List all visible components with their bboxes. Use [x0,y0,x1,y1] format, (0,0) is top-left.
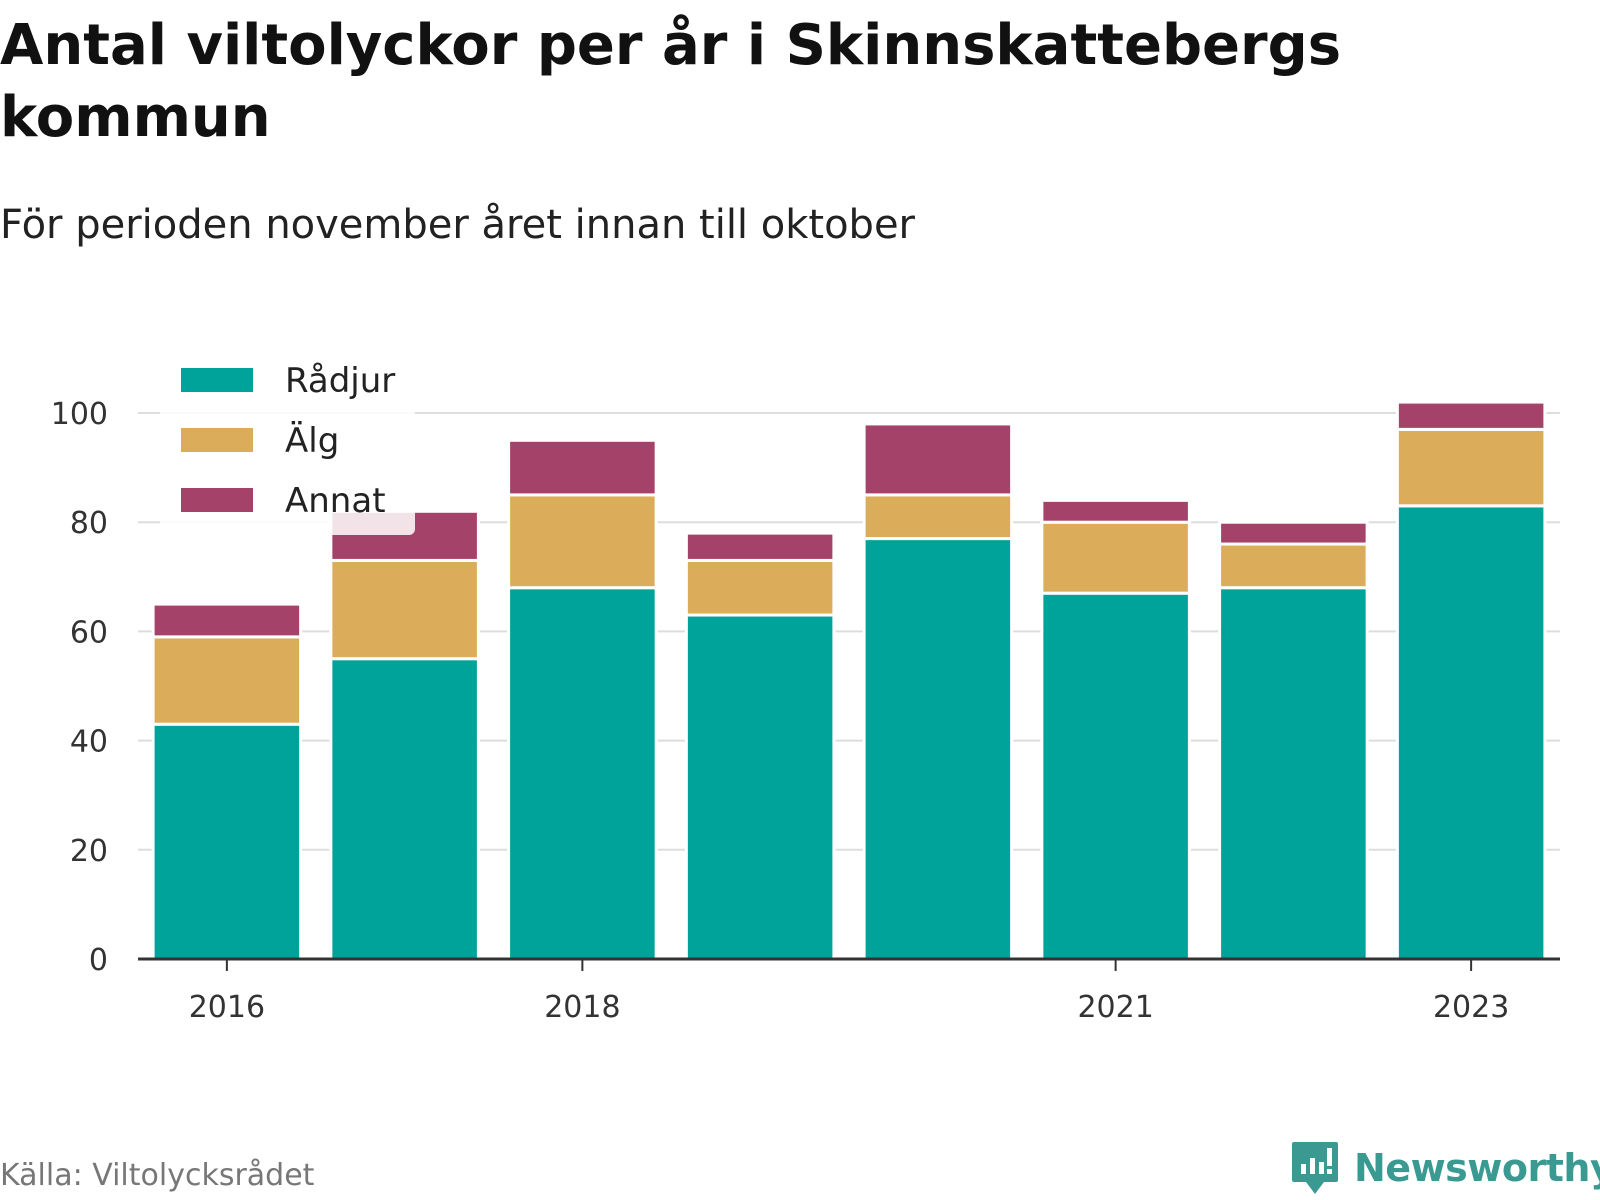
y-tick-label: 20 [70,834,108,869]
axes: 0 20 40 60 80 100 2016 2018 2021 2023 [51,397,1560,1025]
legend-swatch-rådjur [181,368,253,392]
legend-label-rådjur: Rådjur [285,361,395,401]
y-tick-label: 40 [70,725,108,760]
x-tick-label: 2023 [1433,990,1509,1025]
chart-subtitle: För perioden november året innan till ok… [0,202,915,248]
bar-segment-rådjur-2019[interactable]: 2019 — Rådjur: 63 [684,613,836,961]
y-tick-label: 100 [51,397,108,432]
bar-segment-annat-2022[interactable]: 2022 — Annat: 4 [1218,520,1369,546]
legend-swatch-annat [181,488,253,512]
bar-segment-älg-2018[interactable]: 2018 — Älg: 17 [507,493,658,590]
x-tick-label: 2018 [544,990,620,1025]
y-tick-label: 80 [70,506,108,541]
bar-segment-älg-2017[interactable]: 2017 — Älg: 18 [329,558,480,661]
bars: 2016 — Rådjur: 432016 — Älg: 162016 — An… [151,400,1547,961]
bar-segment-rådjur-2023[interactable]: 2023 — Rådjur: 83 [1395,504,1547,961]
bar-segment-annat-2016[interactable]: 2016 — Annat: 6 [151,602,303,639]
bar-segment-annat-2021[interactable]: 2021 — Annat: 4 [1040,498,1191,524]
bar-segment-rådjur-2020[interactable]: 2020 — Rådjur: 77 [862,537,1014,961]
source-note: Källa: Viltolycksrådet [0,1158,315,1193]
brand-logo[interactable]: Newsworthy [1290,1140,1600,1196]
brand-name: Newsworthy [1354,1146,1600,1190]
y-tick-label: 60 [70,615,108,650]
bar-segment-annat-2020[interactable]: 2020 — Annat: 13 [862,422,1014,497]
newsworthy-logo-icon [1292,1142,1338,1194]
bar-segment-rådjur-2016[interactable]: 2016 — Rådjur: 43 [151,722,303,961]
bar-segment-älg-2020[interactable]: 2020 — Älg: 8 [862,493,1014,541]
bar-segment-rådjur-2021[interactable]: 2021 — Rådjur: 67 [1040,591,1191,961]
bar-segment-älg-2016[interactable]: 2016 — Älg: 16 [151,635,303,726]
bar-segment-rådjur-2022[interactable]: 2022 — Rådjur: 68 [1218,586,1369,961]
bar-segment-älg-2021[interactable]: 2021 — Älg: 13 [1040,520,1191,595]
x-tick-label: 2021 [1077,990,1153,1025]
legend-label-älg: Älg [285,421,339,461]
bar-segment-älg-2022[interactable]: 2022 — Älg: 8 [1218,542,1369,590]
bar-segment-älg-2019[interactable]: 2019 — Älg: 10 [684,558,836,617]
legend-label-annat: Annat [285,481,386,521]
legend-swatch-älg [181,428,253,452]
bar-segment-annat-2018[interactable]: 2018 — Annat: 10 [507,438,658,497]
y-tick-label: 0 [89,943,108,978]
bar-segment-annat-2023[interactable]: 2023 — Annat: 5 [1395,400,1547,431]
stacked-bar-chart: 2016 — Rådjur: 432016 — Älg: 162016 — An… [50,350,1560,1025]
bar-segment-rådjur-2017[interactable]: 2017 — Rådjur: 55 [329,657,480,961]
legend: Rådjur Älg Annat [160,350,415,535]
bar-segment-rådjur-2018[interactable]: 2018 — Rådjur: 68 [507,586,658,961]
x-tick-label: 2016 [189,990,265,1025]
bar-segment-älg-2023[interactable]: 2023 — Älg: 14 [1395,427,1547,508]
bar-segment-annat-2019[interactable]: 2019 — Annat: 5 [684,531,836,562]
chart-title: Antal viltolyckor per år i Skinnskattebe… [0,13,1342,150]
